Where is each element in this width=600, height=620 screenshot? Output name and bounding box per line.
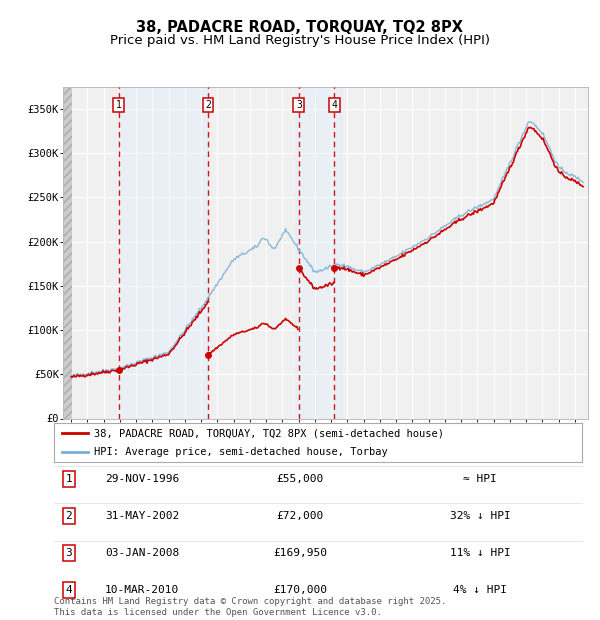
Text: 2: 2 <box>205 100 211 110</box>
Text: 4% ↓ HPI: 4% ↓ HPI <box>453 585 507 595</box>
Text: ≈ HPI: ≈ HPI <box>463 474 497 484</box>
Text: 1: 1 <box>116 100 122 110</box>
Text: 3: 3 <box>296 100 302 110</box>
Text: 3: 3 <box>65 548 73 558</box>
Bar <box>295 87 341 419</box>
Text: £55,000: £55,000 <box>277 474 323 484</box>
Text: 03-JAN-2008: 03-JAN-2008 <box>105 548 179 558</box>
Bar <box>63 87 72 419</box>
Text: 38, PADACRE ROAD, TORQUAY, TQ2 8PX (semi-detached house): 38, PADACRE ROAD, TORQUAY, TQ2 8PX (semi… <box>94 428 443 438</box>
Text: Contains HM Land Registry data © Crown copyright and database right 2025.
This d: Contains HM Land Registry data © Crown c… <box>54 598 446 617</box>
Text: 4: 4 <box>65 585 73 595</box>
Text: 38, PADACRE ROAD, TORQUAY, TQ2 8PX: 38, PADACRE ROAD, TORQUAY, TQ2 8PX <box>137 20 464 35</box>
Text: 31-MAY-2002: 31-MAY-2002 <box>105 511 179 521</box>
Text: 1: 1 <box>65 474 73 484</box>
Text: Price paid vs. HM Land Registry's House Price Index (HPI): Price paid vs. HM Land Registry's House … <box>110 34 490 47</box>
Text: 32% ↓ HPI: 32% ↓ HPI <box>449 511 511 521</box>
Text: 10-MAR-2010: 10-MAR-2010 <box>105 585 179 595</box>
Bar <box>119 87 208 419</box>
Text: 4: 4 <box>331 100 337 110</box>
Text: £170,000: £170,000 <box>273 585 327 595</box>
Text: £169,950: £169,950 <box>273 548 327 558</box>
Text: £72,000: £72,000 <box>277 511 323 521</box>
Text: 2: 2 <box>65 511 73 521</box>
Text: 29-NOV-1996: 29-NOV-1996 <box>105 474 179 484</box>
Text: 11% ↓ HPI: 11% ↓ HPI <box>449 548 511 558</box>
Text: HPI: Average price, semi-detached house, Torbay: HPI: Average price, semi-detached house,… <box>94 447 388 458</box>
